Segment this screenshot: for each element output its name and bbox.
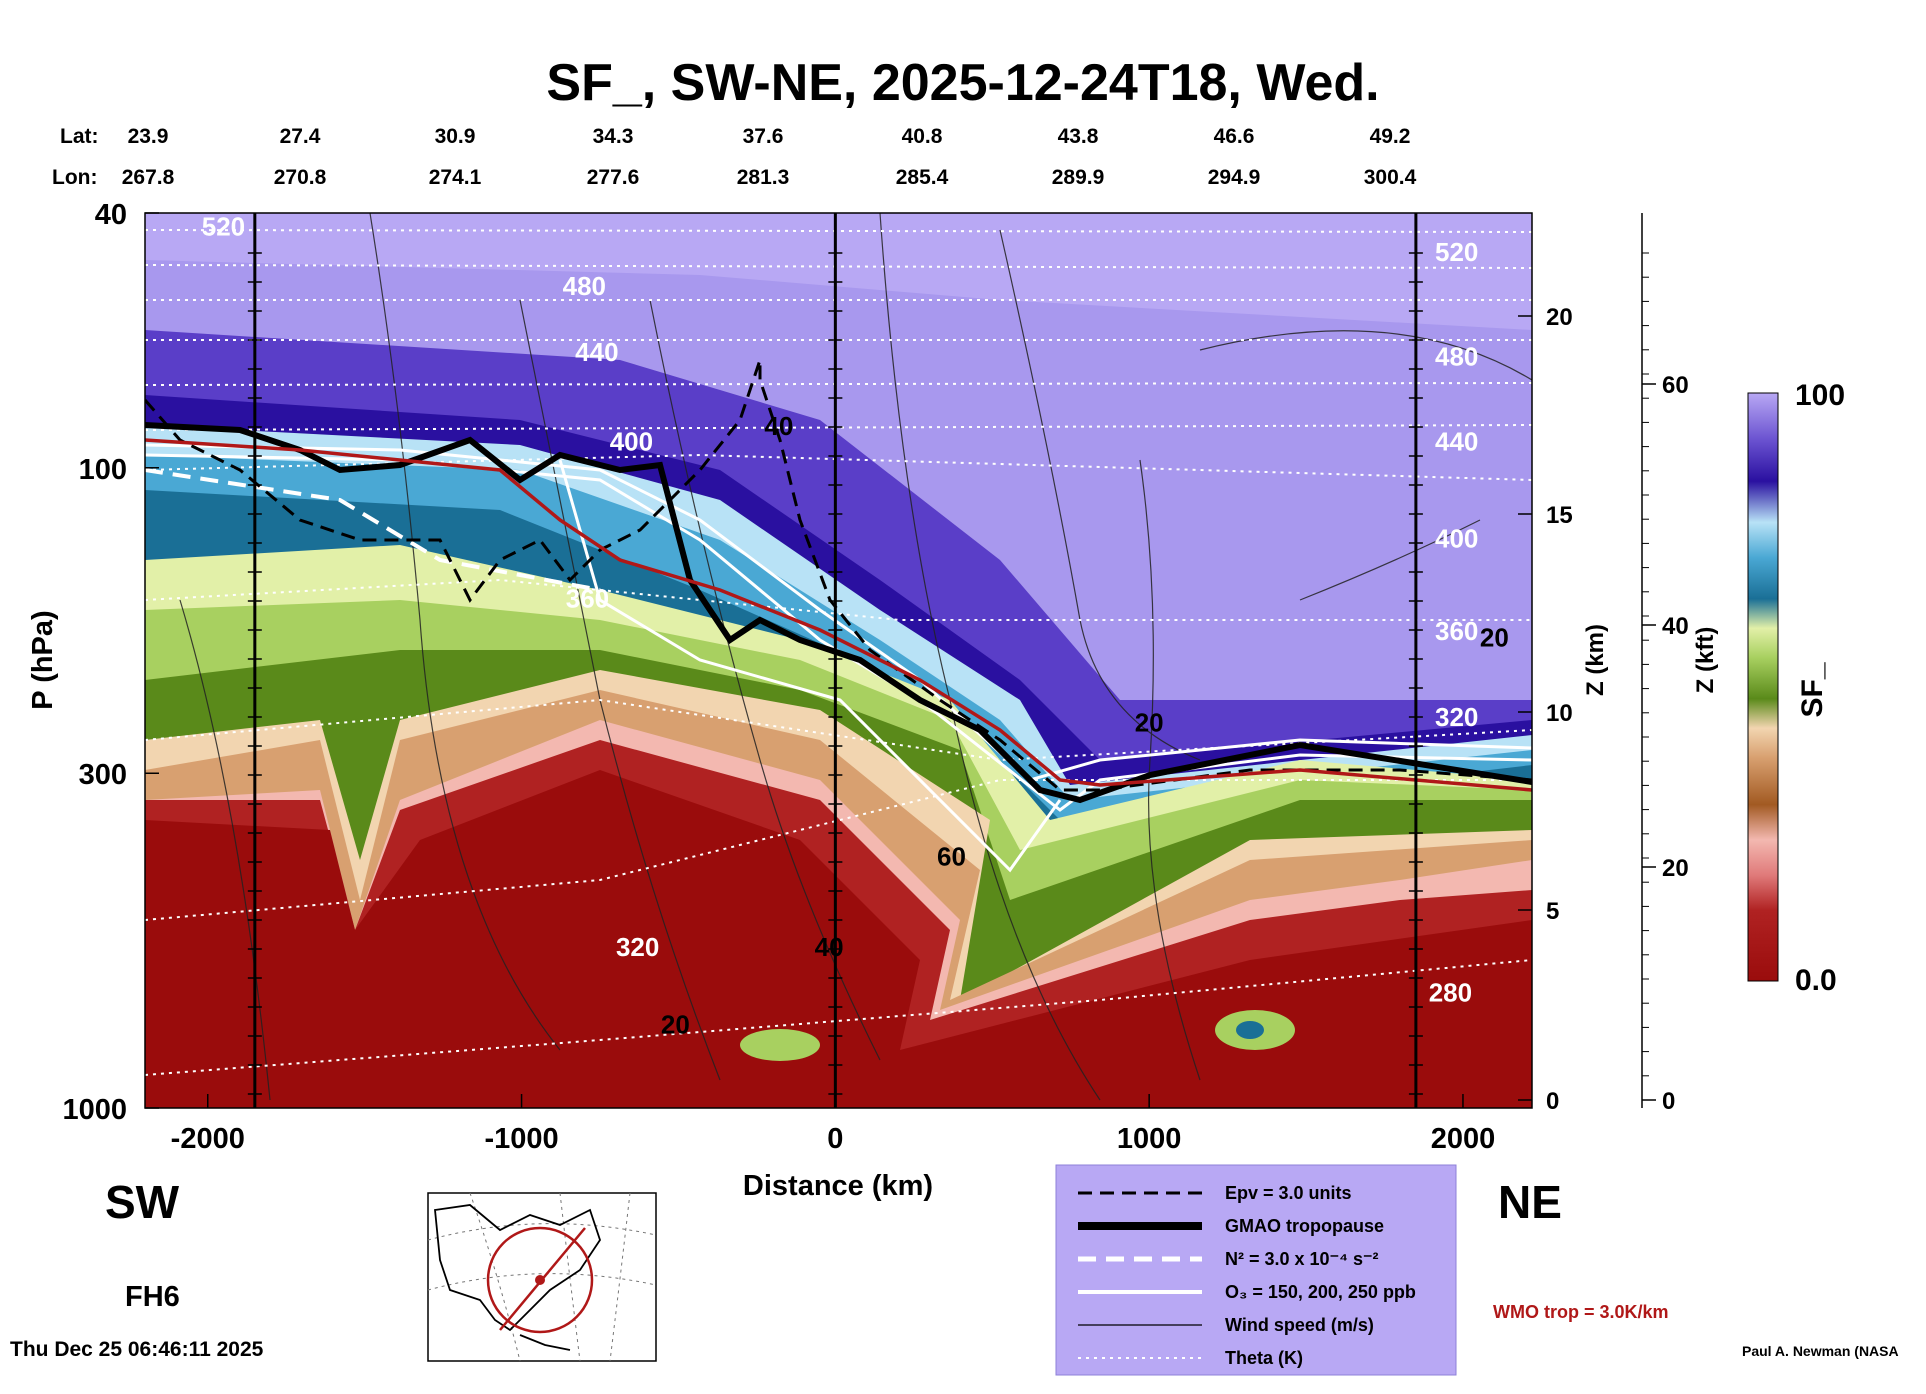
inset-map [427, 1192, 657, 1362]
wind-speed-label: 40 [764, 411, 793, 441]
y-tick-label: 300 [79, 759, 127, 791]
wind-labels: 40 20 60 40 20 20 [661, 411, 1509, 1039]
theta-label: 480 [1435, 341, 1478, 371]
z-km-tick-label: 5 [1546, 898, 1559, 925]
z-km-tick-label: 10 [1546, 700, 1573, 727]
x-tick-label: 0 [827, 1123, 843, 1155]
lat-value: 23.9 [128, 125, 169, 148]
y-tick-label: 1000 [62, 1094, 127, 1126]
lon-label: Lon: [52, 166, 97, 189]
lon-value: 270.8 [274, 166, 327, 189]
lat-value: 46.6 [1214, 125, 1255, 148]
wind-speed-label: 20 [1480, 622, 1509, 652]
wind-speed-label: 40 [815, 932, 844, 962]
z-km-tick-label: 0 [1546, 1088, 1559, 1115]
lat-value: 43.8 [1058, 125, 1099, 148]
z-km-label: Z (km) [1582, 624, 1609, 696]
z-kft-tick-label: 20 [1662, 855, 1689, 882]
lat-lon-values: 23.9 27.4 30.9 34.3 37.6 40.8 43.8 46.6 49.2 267.… [122, 125, 1417, 189]
chart-title: SF_, SW-NE, 2025-12-24T18, Wed. [546, 54, 1379, 112]
lat-value: 49.2 [1370, 125, 1411, 148]
theta-label: 520 [202, 212, 245, 242]
lon-value: 285.4 [896, 166, 949, 189]
theta-label: 320 [616, 932, 659, 962]
wind-speed-label: 20 [661, 1009, 690, 1039]
theta-label: 480 [563, 271, 606, 301]
z-km-tick-label: 15 [1546, 502, 1573, 529]
z-kft-label: Z (kft) [1692, 627, 1719, 694]
theta-label: 320 [1435, 702, 1478, 732]
theta-label: 400 [610, 427, 653, 457]
theta-label: 360 [1435, 616, 1478, 646]
theta-label: 280 [1429, 977, 1472, 1007]
x-tick-label: 2000 [1431, 1123, 1496, 1155]
z-km-tick-label: 20 [1546, 304, 1573, 331]
x-axis-label: Distance (km) [743, 1170, 933, 1202]
theta-labels: 520 480 440 400 360 320 520 480 440 400 360 320 280 [202, 212, 1479, 1007]
z-kft-axis: 0 20 40 60 [1641, 213, 1689, 1115]
y-axis-label: P (hPa) [27, 610, 59, 709]
ne-label: NE [1498, 1176, 1562, 1228]
z-kft-tick-label: 0 [1662, 1088, 1675, 1115]
z-kft-tick-label: 60 [1662, 372, 1689, 399]
lat-value: 37.6 [743, 125, 784, 148]
lat-label: Lat: [60, 125, 99, 148]
lat-value: 34.3 [593, 125, 634, 148]
theta-label: 440 [1435, 427, 1478, 457]
lon-value: 289.9 [1052, 166, 1105, 189]
theta-label: 440 [575, 337, 618, 367]
legend-label: Epv = 3.0 units [1225, 1183, 1352, 1203]
lon-value: 300.4 [1364, 166, 1417, 189]
lon-value: 281.3 [737, 166, 790, 189]
lat-value: 30.9 [435, 125, 476, 148]
legend-label: Theta (K) [1225, 1348, 1303, 1368]
plot-frame [144, 212, 1533, 1109]
lat-value: 27.4 [280, 125, 321, 148]
lon-value: 277.6 [587, 166, 640, 189]
lon-value: 274.1 [429, 166, 482, 189]
wind-speed-label: 20 [1135, 708, 1164, 738]
theta-label: 400 [1435, 524, 1478, 554]
wind-speed-label: 60 [937, 842, 966, 872]
legend-label: O₃ = 150, 200, 250 ppb [1225, 1282, 1416, 1302]
colorbar [1747, 392, 1779, 982]
theta-label: 520 [1435, 237, 1478, 267]
theta-label: 360 [566, 583, 609, 613]
legend-label: Wind speed (m/s) [1225, 1315, 1374, 1335]
credit: Paul A. Newman (NASA [1742, 1343, 1899, 1359]
legend-label: GMAO tropopause [1225, 1216, 1384, 1236]
lon-value: 294.9 [1208, 166, 1261, 189]
x-tick-label: -1000 [484, 1123, 558, 1155]
x-tick-label: -2000 [171, 1123, 245, 1155]
lat-value: 40.8 [902, 125, 943, 148]
colorbar-min: 0.0 [1795, 964, 1837, 997]
y-tick-label: 40 [95, 199, 127, 231]
lon-value: 267.8 [122, 166, 175, 189]
colorbar-label: SF_ [1796, 662, 1829, 717]
legend: Epv = 3.0 units GMAO tropopause N² = 3.0 x… [1055, 1164, 1457, 1376]
sw-label: SW [105, 1176, 180, 1228]
forecast-hour: FH6 [125, 1281, 180, 1313]
z-km-axis: 0 5 10 15 20 [1518, 304, 1573, 1115]
y-tick-label: 100 [79, 454, 127, 486]
colorbar-max: 100 [1795, 379, 1845, 412]
x-tick-label: 1000 [1117, 1123, 1182, 1155]
pressure-axis: 40 100 300 1000 [62, 199, 159, 1126]
z-kft-tick-label: 40 [1662, 613, 1689, 640]
distance-axis: -2000 -1000 0 1000 2000 [171, 1094, 1496, 1155]
wmo-note: WMO trop = 3.0K/km [1493, 1302, 1669, 1322]
plot-area: 520480440400360320520480440400360320280 … [145, 212, 1532, 1108]
legend-label: N² = 3.0 x 10⁻⁴ s⁻² [1225, 1249, 1378, 1269]
timestamp: Thu Dec 25 06:46:11 2025 [10, 1338, 264, 1361]
